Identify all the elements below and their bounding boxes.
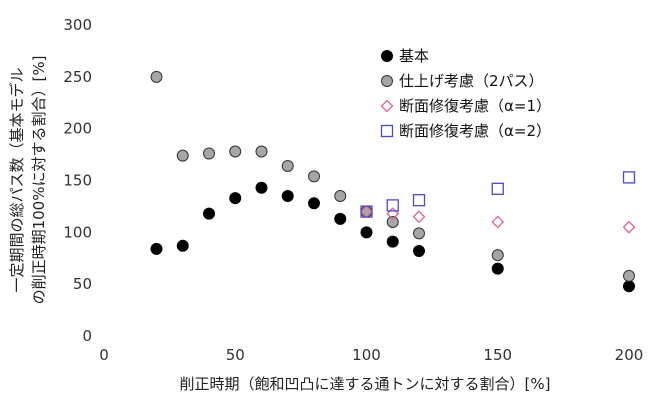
x-tick-label: 150 <box>483 346 512 364</box>
data-point <box>308 197 320 210</box>
data-point <box>491 182 504 195</box>
legend-label: 仕上げ考慮（2パス） <box>399 72 544 90</box>
y-tick-label: 200 <box>63 120 92 138</box>
data-point <box>203 207 215 220</box>
y-axis-title-line1: 一定期間の総パス数（基本モデル <box>8 67 26 292</box>
data-point <box>491 262 504 275</box>
y-tick-label: 150 <box>63 172 92 190</box>
data-point <box>308 170 320 183</box>
series-1 <box>150 181 635 293</box>
axis-ticks: 0 50 100 150 200 250 300 0 50 100 150 200 <box>63 16 643 364</box>
y-tick-label: 100 <box>63 223 92 241</box>
legend-marker <box>380 124 394 138</box>
x-tick-label: 0 <box>99 346 109 364</box>
y-tick-label: 0 <box>82 327 92 345</box>
data-point <box>413 227 425 240</box>
data-point <box>413 244 425 257</box>
y-tick-label: 250 <box>63 68 92 86</box>
data-point <box>386 207 400 221</box>
legend-label: 断面修復考慮（α=2） <box>399 122 551 140</box>
data-point <box>334 190 347 203</box>
data-point <box>176 149 189 162</box>
x-tick-label: 200 <box>615 346 644 364</box>
data-points <box>150 70 636 293</box>
series-2 <box>150 70 635 282</box>
data-point <box>412 194 426 207</box>
legend-marker <box>381 75 393 87</box>
data-point <box>386 215 399 228</box>
data-point <box>623 280 635 293</box>
data-point <box>150 242 163 255</box>
data-point <box>386 199 399 212</box>
x-tick-label: 100 <box>352 346 381 364</box>
legend-marker <box>380 99 394 113</box>
y-axis-title-line2: の削正時期100%に対する割合）[%] <box>30 56 48 305</box>
data-point <box>623 269 635 282</box>
data-point <box>281 190 294 203</box>
y-tick-label: 50 <box>73 275 92 293</box>
data-point <box>255 145 268 158</box>
x-axis-title: 削正時期（飽和凹凸に達する通トンに対する割合）[%] <box>180 375 551 393</box>
y-tick-label: 300 <box>63 16 92 34</box>
data-point <box>491 249 504 262</box>
data-point <box>203 147 215 160</box>
series-4 <box>360 171 636 218</box>
data-point <box>229 192 242 205</box>
data-point <box>360 205 373 218</box>
data-point <box>255 181 268 194</box>
data-point <box>334 212 347 225</box>
data-point <box>412 210 426 224</box>
data-point <box>150 70 163 83</box>
data-point <box>360 205 373 218</box>
series-3 <box>360 205 636 234</box>
data-point <box>386 235 399 248</box>
data-point <box>491 215 505 229</box>
x-tick-label: 50 <box>226 346 245 364</box>
legend-label: 基本 <box>399 47 429 65</box>
data-point <box>176 239 189 252</box>
data-point <box>281 159 294 172</box>
legend-marker <box>381 50 393 62</box>
data-point <box>229 145 242 158</box>
data-point <box>622 220 636 234</box>
data-point <box>360 226 373 239</box>
legend-label: 断面修復考慮（α=1） <box>399 97 551 115</box>
data-point <box>622 171 636 184</box>
